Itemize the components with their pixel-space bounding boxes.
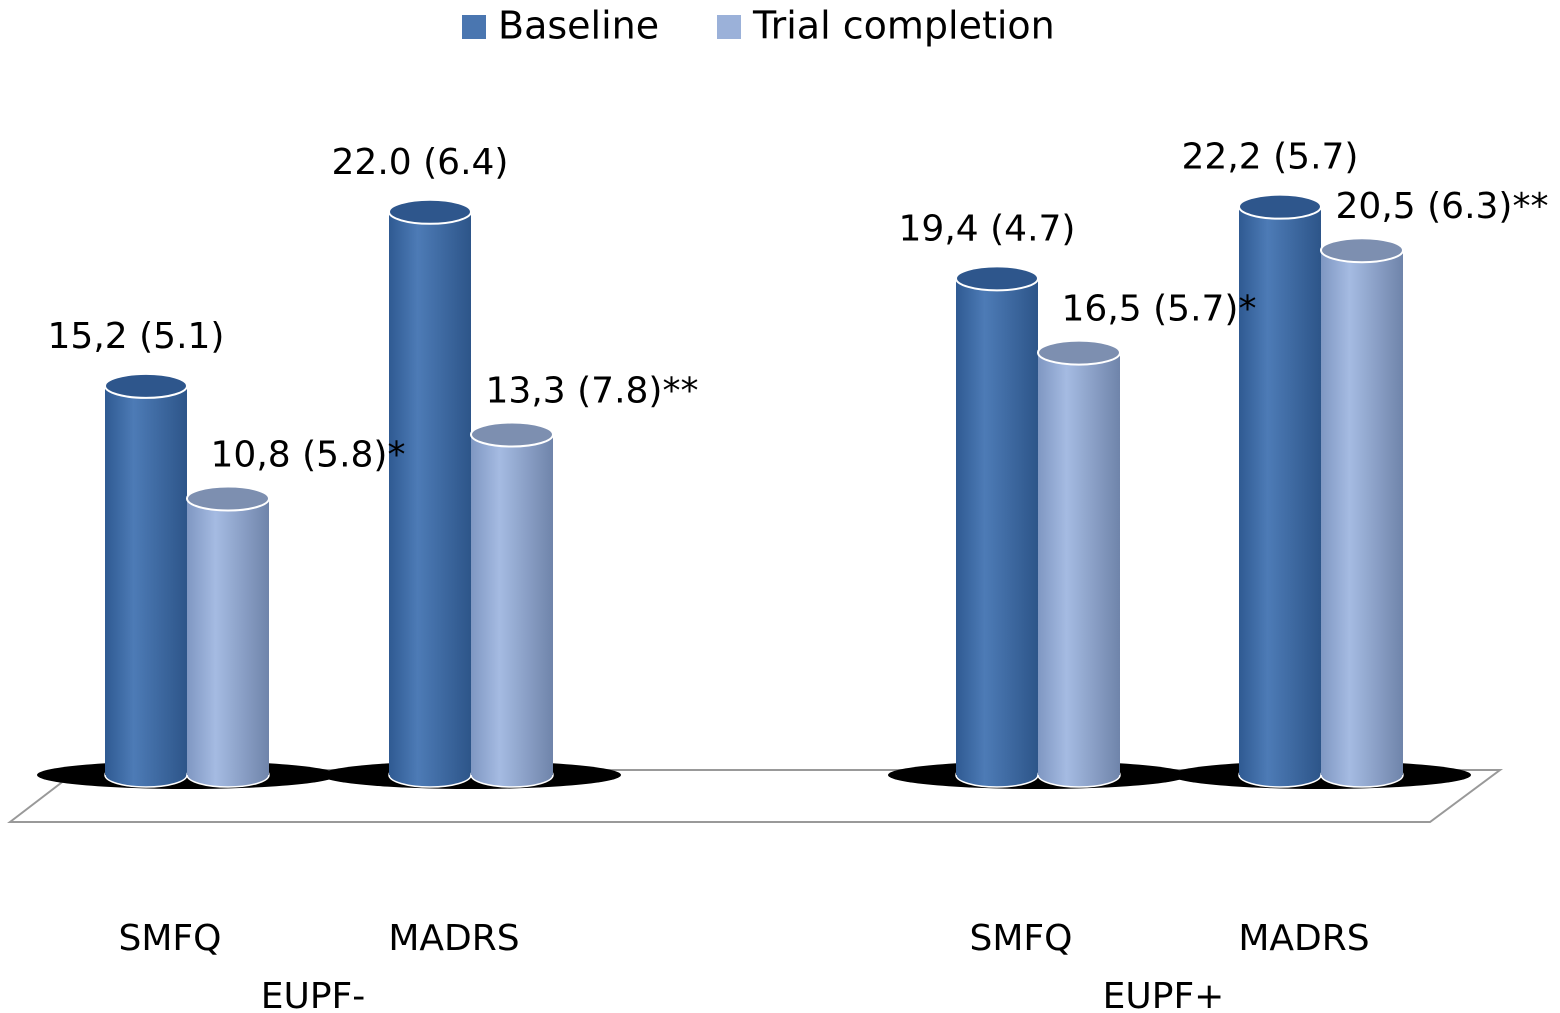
legend-swatch bbox=[462, 15, 486, 39]
value-label: 15,2 (5.1) bbox=[48, 316, 225, 357]
value-label: 13,3 (7.8)** bbox=[486, 371, 699, 412]
cylinder-top bbox=[471, 423, 553, 447]
cylinder-body bbox=[1321, 250, 1403, 775]
group-label: EUPF+ bbox=[1103, 976, 1225, 1013]
cylinder-body bbox=[956, 278, 1038, 775]
x-tick-label: SMFQ bbox=[119, 918, 222, 959]
value-label: 10,8 (5.8)* bbox=[211, 435, 406, 476]
legend-label: Baseline bbox=[498, 4, 659, 48]
value-label: 22.0 (6.4) bbox=[332, 142, 509, 183]
cylinder-body bbox=[471, 435, 553, 775]
value-label: 20,5 (6.3)** bbox=[1336, 186, 1549, 227]
cylinder-body bbox=[1038, 353, 1120, 775]
cylinder-top bbox=[1321, 238, 1403, 262]
group-label: EUPF- bbox=[261, 976, 366, 1013]
cylinder bbox=[956, 266, 1038, 787]
value-label: 19,4 (4.7) bbox=[899, 208, 1076, 249]
value-label: 16,5 (5.7)* bbox=[1062, 289, 1257, 330]
page: Baseline Trial completion 15,2 (5.1) 22.0 (… bbox=[0, 0, 1560, 1013]
cylinder-top bbox=[105, 374, 187, 398]
cylinder-top bbox=[1038, 341, 1120, 365]
cylinder bbox=[471, 423, 553, 787]
cylinder-body bbox=[105, 386, 187, 775]
cylinder-body bbox=[187, 499, 269, 775]
legend-label: Trial completion bbox=[752, 4, 1055, 48]
cylinder-top bbox=[389, 200, 471, 224]
cylinder-body bbox=[389, 212, 471, 775]
chart: Baseline Trial completion 15,2 (5.1) 22.0 (… bbox=[0, 0, 1560, 1013]
x-tick-label: SMFQ bbox=[970, 918, 1073, 959]
x-tick-label: MADRS bbox=[1238, 918, 1369, 959]
cylinder bbox=[389, 200, 471, 787]
legend-swatch bbox=[717, 15, 741, 39]
cylinder bbox=[1321, 238, 1403, 787]
cylinder bbox=[1038, 341, 1120, 787]
cylinder-top bbox=[956, 266, 1038, 290]
cylinder bbox=[187, 487, 269, 787]
cylinder bbox=[105, 374, 187, 787]
cylinder-top bbox=[187, 487, 269, 511]
cylinder-top bbox=[1239, 195, 1321, 219]
x-tick-label: MADRS bbox=[388, 918, 519, 959]
cylinder bbox=[1239, 195, 1321, 787]
value-label: 22,2 (5.7) bbox=[1182, 137, 1359, 178]
